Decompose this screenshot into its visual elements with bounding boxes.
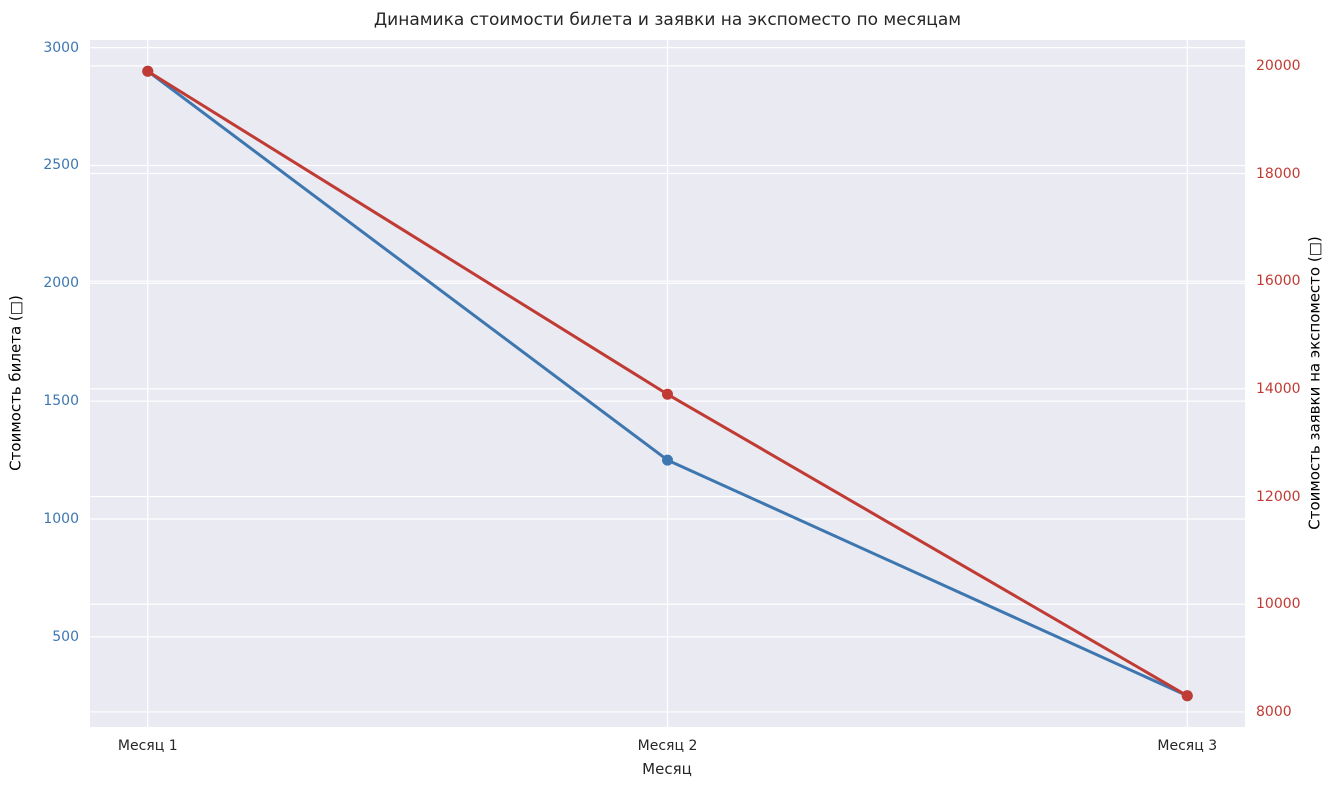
y-tick-label-left: 1500 [43, 393, 79, 410]
y-tick-label-right: 16000 [1256, 273, 1301, 290]
data-point-ticket [662, 454, 673, 466]
y-tick-label-right: 12000 [1256, 488, 1301, 505]
y-tick-label-left: 2000 [43, 275, 79, 292]
data-point-expo [142, 65, 154, 77]
y-tick-label-right: 8000 [1256, 703, 1292, 720]
chart-title: Динамика стоимости билета и заявки на эк… [373, 10, 962, 30]
y-tick-label-right: 20000 [1256, 57, 1301, 74]
x-axis-label: Месяц [642, 760, 692, 778]
y-tick-label-left: 500 [52, 628, 79, 645]
x-tick-label: Месяц 3 [1157, 738, 1218, 754]
data-point-expo [1181, 690, 1193, 702]
data-point-expo [662, 388, 673, 400]
y-tick-label-right: 18000 [1256, 165, 1301, 182]
y-tick-label-left: 1000 [43, 511, 79, 527]
y-axis-label-right: Стоимость заявки на экспоместо (□) [1305, 236, 1324, 530]
y-tick-label-right: 14000 [1256, 380, 1301, 397]
y-tick-label-left: 3000 [43, 39, 79, 56]
plot-area [90, 40, 1245, 727]
y-tick-label-left: 2500 [43, 157, 79, 174]
x-tick-label: Месяц 2 [637, 738, 698, 754]
x-tick-label: Месяц 1 [117, 738, 178, 754]
plot-canvas [90, 40, 1245, 727]
y-tick-label-right: 10000 [1256, 596, 1301, 613]
y-axis-label-left: Стоимость билета (□) [6, 295, 25, 471]
